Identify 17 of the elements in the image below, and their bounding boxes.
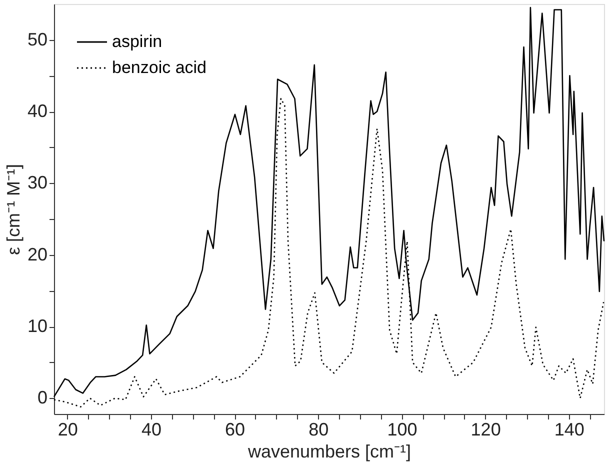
x-tick-label: 20 xyxy=(58,420,78,440)
y-tick-label: 0 xyxy=(37,388,48,408)
y-tick-label: 10 xyxy=(27,316,48,336)
legend-label: benzoic acid xyxy=(112,58,207,77)
legend-label: aspirin xyxy=(112,32,162,51)
x-tick-label: 40 xyxy=(141,420,162,440)
y-tick-label: 40 xyxy=(27,101,48,122)
x-axis-title: wavenumbers [cm⁻¹] xyxy=(246,442,412,462)
y-axis-title: ε [cm⁻¹ M⁻¹] xyxy=(3,164,24,256)
x-tick-label: 120 xyxy=(470,420,501,440)
x-tick-label: 80 xyxy=(308,420,329,440)
y-tick-label: 30 xyxy=(27,172,48,193)
x-tick-label: 140 xyxy=(554,420,584,440)
y-tick-label: 50 xyxy=(27,29,48,50)
x-tick-label: 60 xyxy=(225,420,246,440)
y-tick-label: 20 xyxy=(27,244,48,264)
x-tick-label: 100 xyxy=(387,420,418,440)
